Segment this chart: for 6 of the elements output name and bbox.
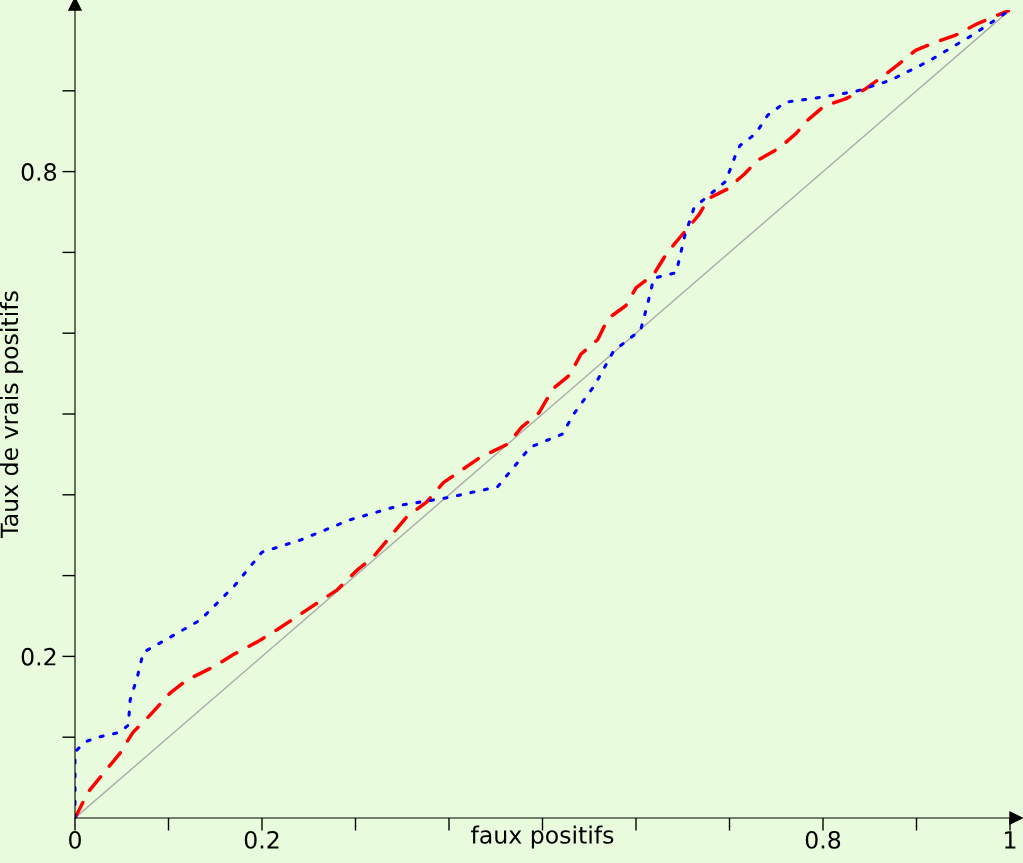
x-tick-label: 0.2 xyxy=(244,830,279,849)
y-axis-title: Taux de vrais positifs xyxy=(0,291,23,538)
x-tick-label: 0 xyxy=(69,830,81,849)
x-tick-label: 0.8 xyxy=(805,830,841,849)
x-axis-title: faux positifs xyxy=(471,825,614,849)
x-tick-label: 1 xyxy=(1005,831,1016,849)
